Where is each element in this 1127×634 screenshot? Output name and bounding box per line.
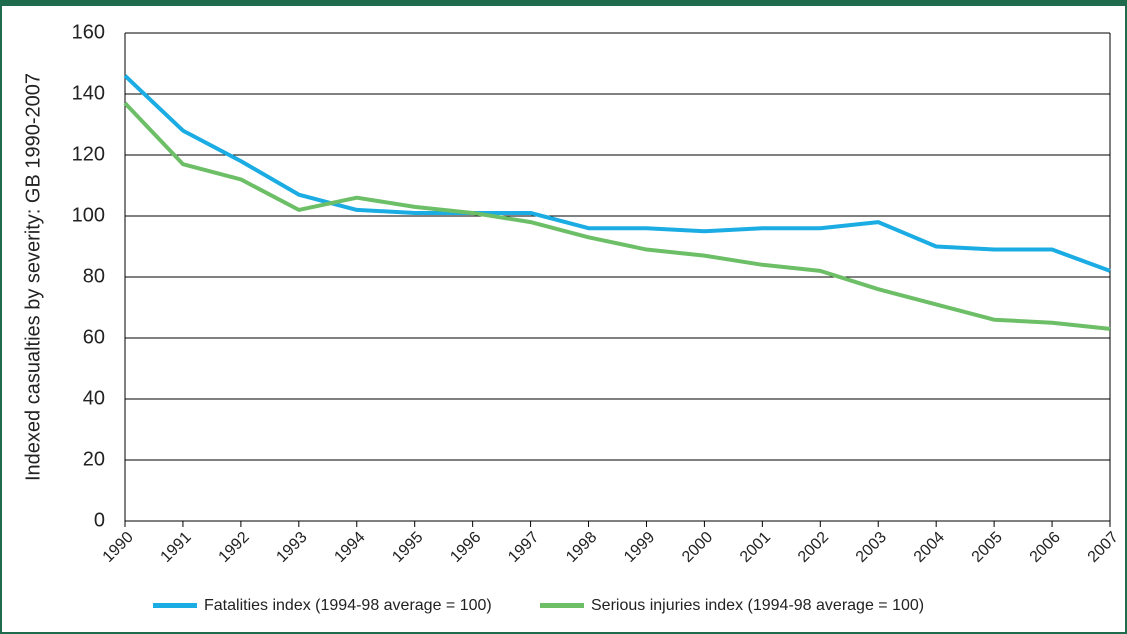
legend-swatch [540, 603, 584, 608]
series-line [123, 101, 1111, 331]
x-tick-label: 1996 [447, 529, 484, 566]
x-tick-label: 2004 [911, 529, 948, 566]
y-tick-label: 0 [94, 509, 105, 531]
x-tick-label: 1991 [158, 529, 195, 566]
x-tick-label: 2006 [1027, 529, 1064, 566]
x-tick-label: 1993 [273, 529, 310, 566]
y-tick-label: 20 [83, 448, 105, 470]
y-tick-label: 60 [83, 326, 105, 348]
x-tick-label: 1994 [331, 529, 368, 566]
x-tick-label: 1995 [389, 529, 426, 566]
legend-label: Fatalities index (1994-98 average = 100) [204, 597, 492, 614]
x-tick-label: 2007 [1085, 529, 1122, 566]
y-tick-label: 100 [72, 204, 105, 226]
x-tick-label: 2001 [737, 529, 774, 566]
y-tick-label: 120 [72, 143, 105, 165]
legend-swatch [153, 603, 197, 608]
legend-label: Serious injuries index (1994-98 average … [591, 597, 924, 614]
x-tick-label: 2000 [679, 529, 716, 566]
x-tick-label: 1997 [505, 529, 542, 566]
y-tick-label: 160 [72, 21, 105, 43]
y-tick-label: 40 [83, 387, 105, 409]
y-tick-label: 140 [72, 82, 105, 104]
x-tick-label: 1990 [100, 529, 137, 566]
x-tick-label: 2002 [795, 529, 832, 566]
y-tick-label: 80 [83, 265, 105, 287]
x-tick-label: 2005 [969, 529, 1006, 566]
y-axis-label: Indexed casualties by severity: GB 1990-… [22, 73, 44, 481]
x-tick-label: 1998 [563, 529, 600, 566]
x-tick-label: 2003 [853, 529, 890, 566]
x-tick-label: 1992 [216, 529, 253, 566]
x-tick-label: 1999 [621, 529, 658, 566]
series-line [123, 74, 1111, 273]
top-bar [0, 0, 1127, 6]
